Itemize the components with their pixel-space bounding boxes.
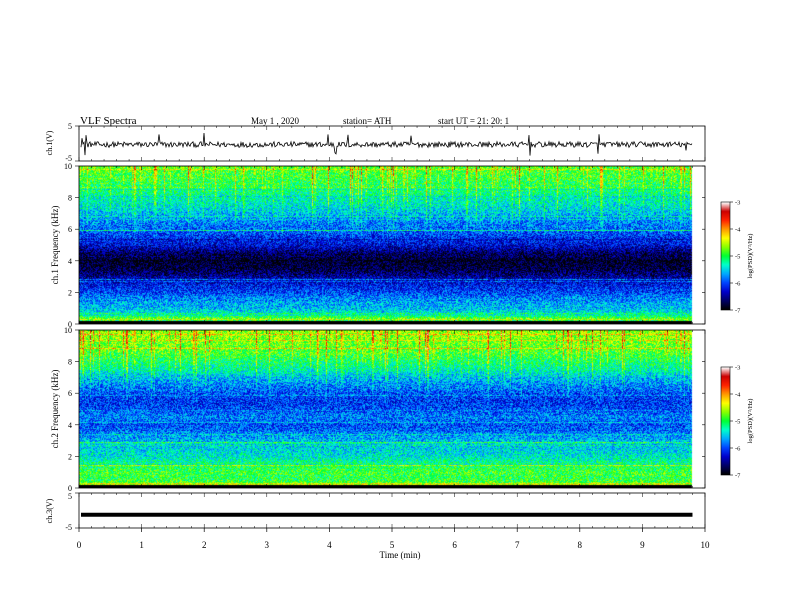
ch1-ytick-top: 5 xyxy=(68,122,72,131)
ch1-waveform-panel: 5 -5 ch.1(V) xyxy=(45,122,706,163)
freq-tick-label-2: 2 xyxy=(68,452,72,461)
time-tick-label-10: 10 xyxy=(701,540,711,550)
time-tick-label-0: 0 xyxy=(77,540,82,550)
colorbar-tick-label--4: -4 xyxy=(735,227,741,234)
time-tick-label-1: 1 xyxy=(139,540,144,550)
ch1-colorbar-ticks: -3 -4 -5 -6 -7 xyxy=(730,200,741,315)
freq-tick-label-6: 6 xyxy=(68,389,72,398)
time-tick-label-7: 7 xyxy=(515,540,520,550)
ch2-spectrogram-image xyxy=(79,330,705,488)
ch3-waveform-ticks xyxy=(75,492,79,529)
freq-tick-label-0: 0 xyxy=(68,320,72,329)
freq-tick-label-6: 6 xyxy=(68,225,72,234)
freq-tick-label-4: 4 xyxy=(68,257,72,266)
ch1-colorbar-label: log(PSD)(V²/Hz) xyxy=(747,234,754,279)
colorbar-tick-label--6: -6 xyxy=(735,446,741,453)
colorbar-tick-label--3: -3 xyxy=(735,365,740,372)
colorbar-tick-label--6: -6 xyxy=(735,281,741,288)
colorbar-tick-label--3: -3 xyxy=(735,200,740,207)
colorbar-tick-label--5: -5 xyxy=(735,254,740,261)
time-tick-label-5: 5 xyxy=(390,540,395,550)
time-tick-label-4: 4 xyxy=(327,540,332,550)
freq-tick-label-8: 8 xyxy=(68,194,72,203)
time-tick-label-6: 6 xyxy=(452,540,457,550)
ch1-spectrogram-image xyxy=(79,166,705,324)
time-axis-label: Time (min) xyxy=(380,550,421,560)
ch1-ytick-bottom: -5 xyxy=(65,154,72,163)
ch3-waveform-frame xyxy=(78,492,706,529)
ch1-colorbar xyxy=(721,202,730,310)
colorbar-tick-label--4: -4 xyxy=(735,392,741,399)
freq-tick-label-8: 8 xyxy=(68,358,72,367)
start-time-label: start UT = 21: 20: 1 xyxy=(438,116,509,126)
freq-tick-label-0: 0 xyxy=(68,484,72,493)
freq-tick-label-4: 4 xyxy=(68,421,72,430)
figure-title: VLF Spectra xyxy=(80,115,137,127)
ch1-spectrogram-yticks: 0 2 4 6 8 10 xyxy=(64,162,705,329)
colorbar-tick-label--7: -7 xyxy=(735,473,741,480)
freq-tick-label-2: 2 xyxy=(68,288,72,297)
time-tick-label-8: 8 xyxy=(578,540,583,550)
ch2-spectrogram-ylabel: ch.2 Frequency (kHz) xyxy=(50,370,60,449)
ch2-colorbar-ticks: -3 -4 -5 -6 -7 xyxy=(730,365,741,480)
freq-tick-label-10: 10 xyxy=(64,162,72,171)
ch2-spectrogram-yticks: 0 2 4 6 8 10 xyxy=(64,326,705,493)
station-label: station= ATH xyxy=(343,116,392,126)
time-axis: 0 1 2 3 4 5 6 7 8 9 10 xyxy=(77,126,710,550)
ch1-spectrogram-ylabel: ch.1 Frequency (kHz) xyxy=(50,206,60,285)
ch2-colorbar-label: log(PSD)(V²/Hz) xyxy=(747,399,754,444)
ch3-waveform-panel: 5 -5 ch.3(V) xyxy=(45,492,706,532)
time-tick-label-3: 3 xyxy=(265,540,270,550)
freq-tick-label-10: 10 xyxy=(64,326,72,335)
colorbar-tick-label--5: -5 xyxy=(735,419,740,426)
time-tick-label-9: 9 xyxy=(640,540,645,550)
ch1-waveform-ylabel: ch.1(V) xyxy=(45,130,54,155)
ch3-ytick-bottom: -5 xyxy=(65,523,72,532)
ch2-colorbar xyxy=(721,367,730,475)
ch1-waveform-line xyxy=(80,132,693,156)
ch1-waveform-ticks xyxy=(75,125,79,162)
ch3-ytick-top: 5 xyxy=(68,492,72,501)
date-label: May 1 , 2020 xyxy=(251,116,299,126)
time-tick-label-2: 2 xyxy=(202,540,207,550)
colorbar-tick-label--7: -7 xyxy=(735,308,741,315)
ch3-waveform-ylabel: ch.3(V) xyxy=(45,498,54,523)
